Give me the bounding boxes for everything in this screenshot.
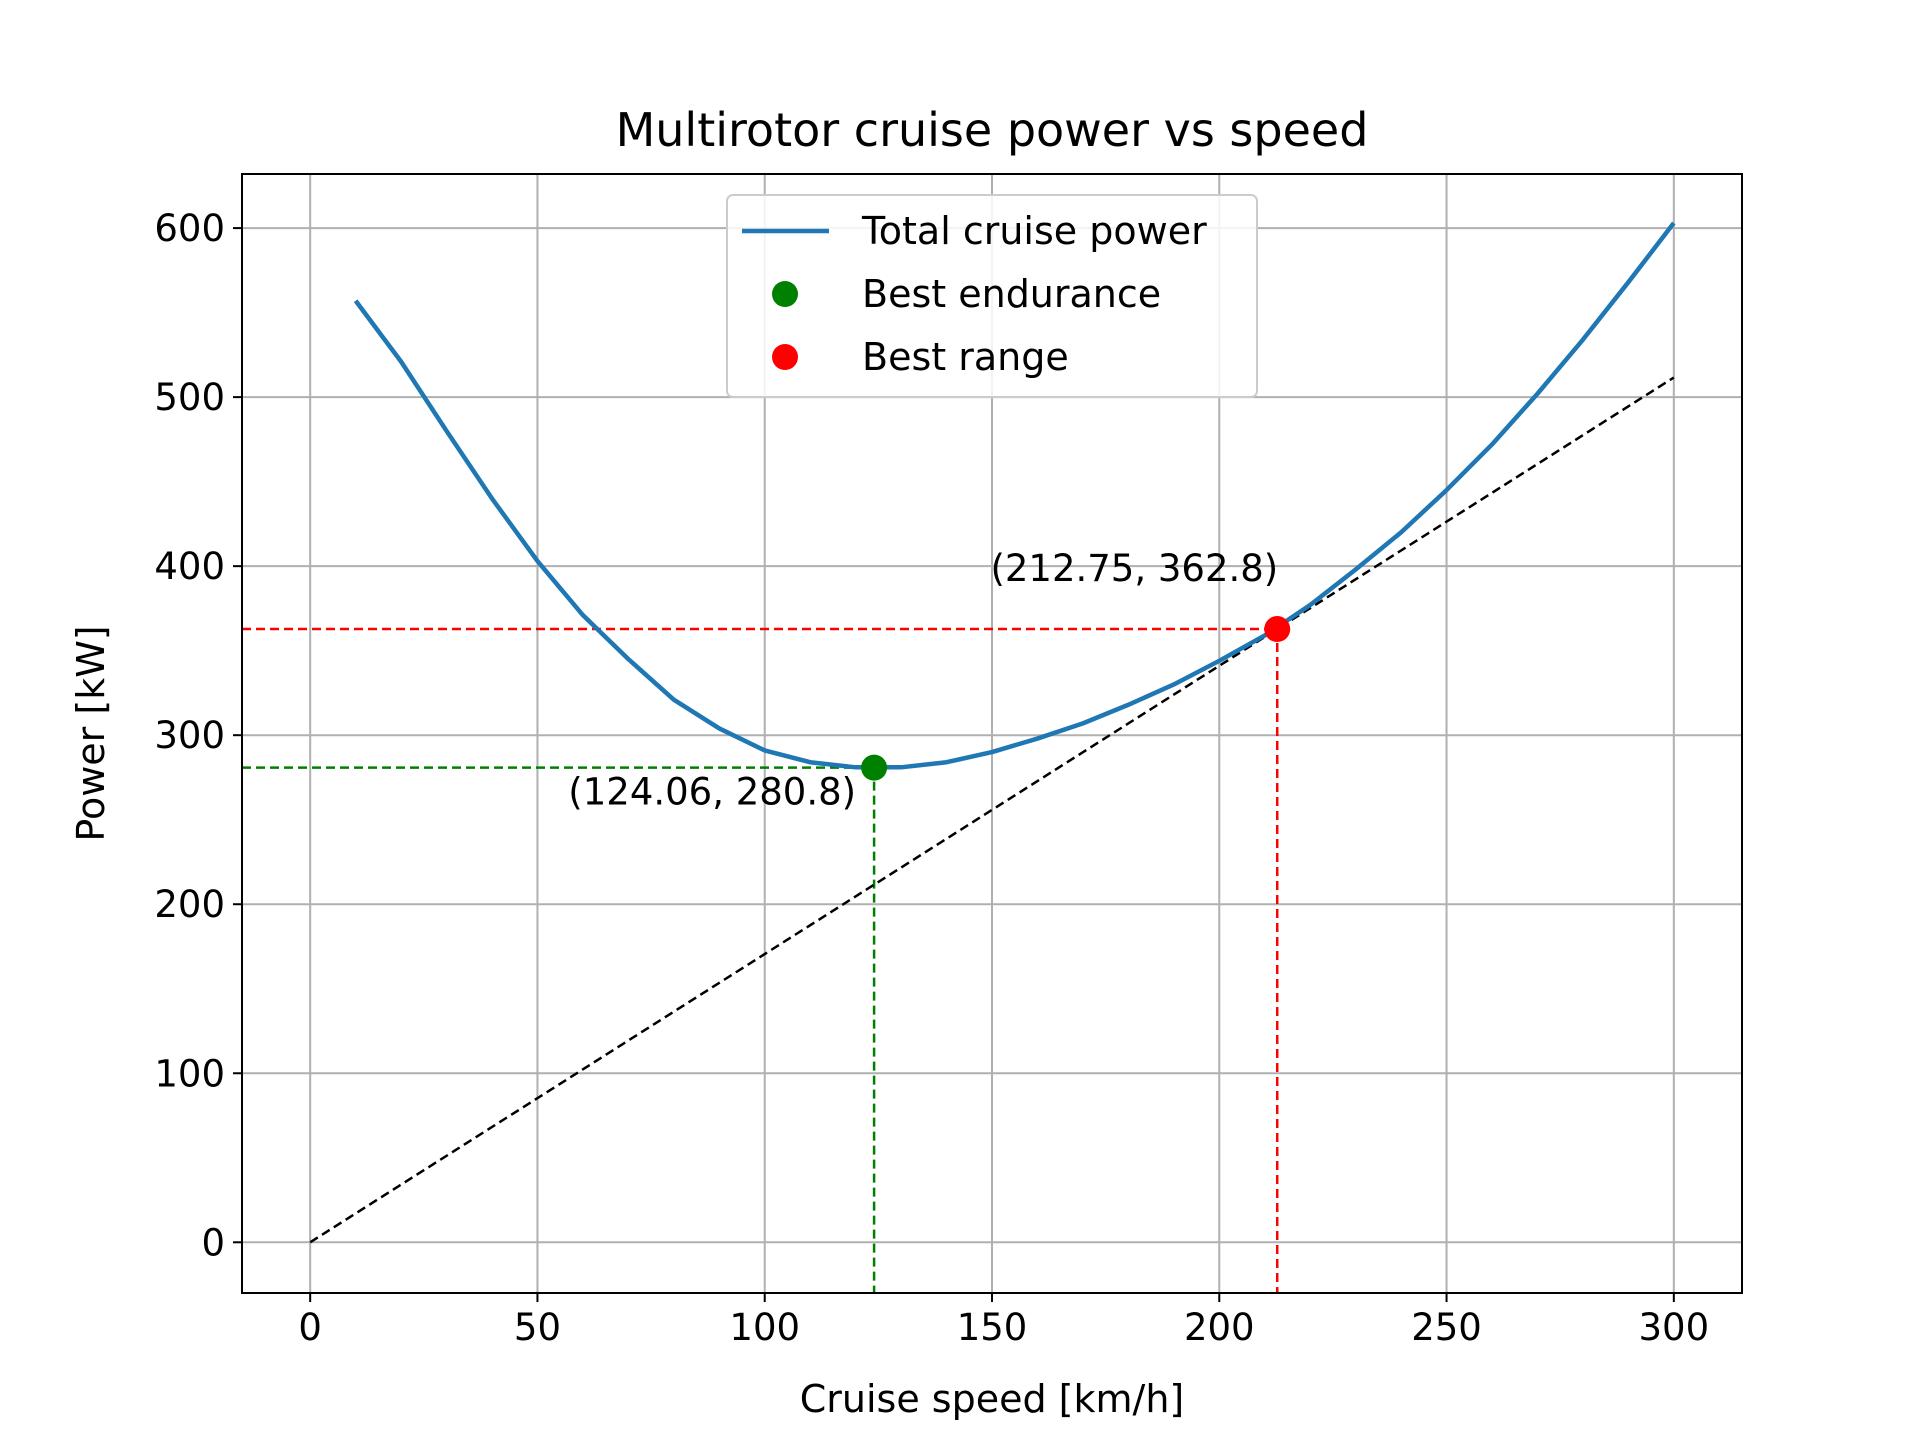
tangent-line-path bbox=[309, 376, 1675, 1244]
legend-label: Total cruise power bbox=[861, 209, 1207, 253]
x-tick-label: 250 bbox=[1411, 1306, 1482, 1349]
y-tick-label: 0 bbox=[201, 1221, 225, 1264]
legend-label: Best endurance bbox=[862, 272, 1161, 316]
point-best-endurance bbox=[861, 754, 888, 781]
y-tick-label: 100 bbox=[154, 1052, 225, 1095]
axis-ticks: 0 50 100 150 200 250 300 0 100 200 300 400 500 600 bbox=[154, 207, 1709, 1349]
annotations: (124.06, 280.8) (212.75, 362.8) bbox=[568, 547, 1278, 814]
annotation-label: (124.06, 280.8) bbox=[568, 771, 856, 814]
y-axis-label: Power [kW] bbox=[69, 625, 113, 841]
y-tick-label: 400 bbox=[154, 545, 225, 588]
x-tick-label: 150 bbox=[957, 1306, 1028, 1349]
x-tick-label: 0 bbox=[298, 1306, 322, 1349]
y-tick-label: 200 bbox=[154, 883, 225, 926]
x-tick-label: 50 bbox=[514, 1306, 561, 1349]
legend-frame bbox=[726, 194, 1258, 398]
x-tick-label: 200 bbox=[1184, 1306, 1255, 1349]
series-line-total-cruise-power bbox=[353, 221, 1676, 770]
legend: Total cruise power Best endurance Best ran… bbox=[726, 194, 1258, 398]
optimum-points bbox=[861, 616, 1291, 781]
point-best-range bbox=[1264, 616, 1291, 643]
y-tick-label: 500 bbox=[154, 376, 225, 419]
tangent-line bbox=[309, 376, 1675, 1244]
annotation-label: (212.75, 362.8) bbox=[990, 547, 1278, 590]
reference-lines bbox=[242, 627, 1279, 1293]
x-axis-label: Cruise speed [km/h] bbox=[800, 1377, 1185, 1421]
chart-title: Multirotor cruise power vs speed bbox=[616, 103, 1369, 157]
y-tick-label: 600 bbox=[154, 207, 225, 250]
legend-marker bbox=[772, 281, 798, 307]
y-tick-label: 300 bbox=[154, 714, 225, 757]
series bbox=[353, 221, 1676, 770]
x-tick-label: 300 bbox=[1639, 1306, 1710, 1349]
legend-marker bbox=[772, 344, 798, 370]
x-tick-label: 100 bbox=[729, 1306, 800, 1349]
legend-label: Best range bbox=[862, 335, 1069, 379]
